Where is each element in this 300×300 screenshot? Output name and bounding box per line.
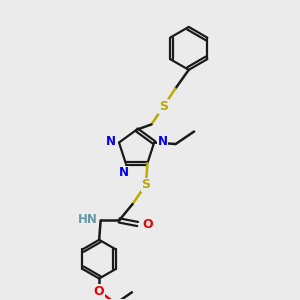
Text: N: N [119, 166, 129, 179]
Text: HN: HN [78, 213, 98, 226]
Text: S: S [159, 100, 168, 113]
Text: N: N [105, 134, 116, 148]
Text: O: O [142, 218, 153, 230]
Text: N: N [158, 134, 168, 148]
Text: O: O [94, 285, 104, 298]
Text: S: S [142, 178, 151, 191]
